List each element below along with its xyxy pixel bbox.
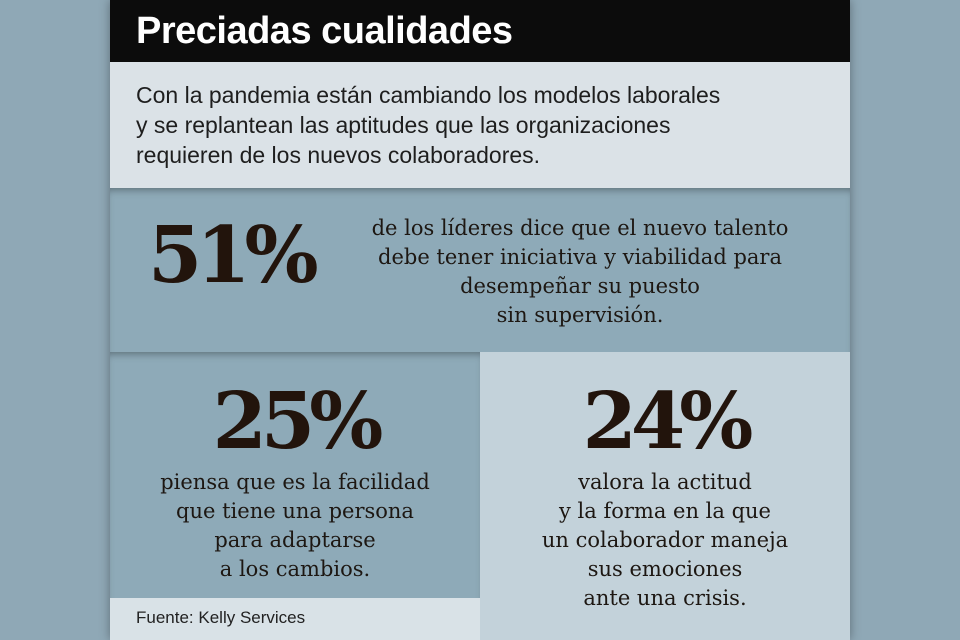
stat-description: piensa que es la facilidad que tiene una… bbox=[110, 468, 480, 584]
stat-description: valora la actitud y la forma en la que u… bbox=[480, 468, 850, 613]
stat-line: desempeñar su puesto bbox=[460, 274, 700, 298]
stat-51-section: 51% de los líderes dice que el nuevo tal… bbox=[110, 188, 850, 352]
stat-line: y la forma en la que bbox=[559, 499, 771, 523]
stat-line: para adaptarse bbox=[214, 528, 376, 552]
infographic-title: Preciadas cualidades bbox=[110, 0, 850, 62]
intro-line: Con la pandemia están cambiando los mode… bbox=[136, 82, 721, 108]
source-credit: Fuente: Kelly Services bbox=[110, 598, 480, 640]
stat-value: 24% bbox=[582, 376, 754, 467]
stat-25-section: 25% piensa que es la facilidad que tiene… bbox=[110, 352, 480, 598]
intro-line: requieren de los nuevos colaboradores. bbox=[136, 142, 541, 168]
stat-value: 51% bbox=[148, 210, 319, 301]
stat-line: que tiene una persona bbox=[176, 499, 414, 523]
stat-line: debe tener iniciativa y viabilidad para bbox=[378, 245, 782, 269]
stat-line: a los cambios. bbox=[219, 557, 371, 581]
stat-line: sus emociones bbox=[587, 557, 743, 581]
intro-text: Con la pandemia están cambiando los mode… bbox=[110, 62, 850, 188]
stat-24-section: 24% valora la actitud y la forma en la q… bbox=[480, 352, 850, 640]
stat-description: de los líderes dice que el nuevo talento… bbox=[330, 214, 830, 330]
stat-line: ante una crisis. bbox=[583, 586, 747, 610]
infographic-panel: Preciadas cualidades Con la pandemia est… bbox=[110, 0, 850, 640]
stat-line: piensa que es la facilidad bbox=[160, 470, 430, 494]
intro-line: y se replantean las aptitudes que las or… bbox=[136, 112, 671, 138]
stat-line: un colaborador maneja bbox=[541, 528, 789, 552]
stat-line: sin supervisión. bbox=[496, 303, 664, 327]
stat-value: 25% bbox=[212, 376, 384, 467]
stat-line: valora la actitud bbox=[578, 470, 752, 494]
stat-line: de los líderes dice que el nuevo talento bbox=[371, 216, 789, 240]
